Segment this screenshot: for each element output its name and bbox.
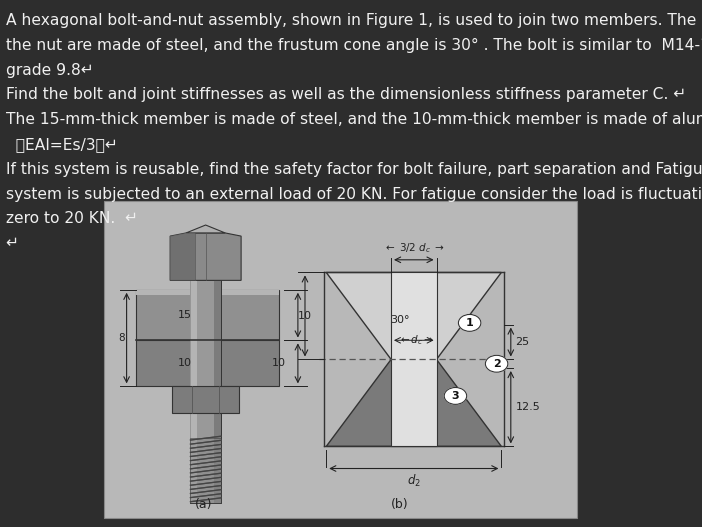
Text: 1: 1 [465, 318, 474, 328]
Text: 10: 10 [178, 358, 192, 368]
Text: 10: 10 [298, 311, 312, 321]
Text: system is subjected to an external load of 20 KN. For fatigue consider the load : system is subjected to an external load … [6, 187, 702, 201]
Text: the nut are made of steel, and the frustum cone angle is 30° . The bolt is simil: the nut are made of steel, and the frust… [6, 38, 702, 53]
Text: If this system is reusable, find the safety factor for bolt failure, part separa: If this system is reusable, find the saf… [6, 162, 702, 177]
Text: $\leftarrow$$d_c$$\rightarrow$: $\leftarrow$$d_c$$\rightarrow$ [398, 334, 434, 347]
Polygon shape [136, 290, 279, 295]
FancyBboxPatch shape [104, 201, 577, 518]
Polygon shape [136, 340, 279, 386]
Polygon shape [170, 233, 195, 280]
Text: $d_2$: $d_2$ [407, 473, 420, 490]
Text: ↵: ↵ [6, 236, 19, 251]
Text: The 15-mm-thick member is made of steel, and the 10-mm-thick member is made of a: The 15-mm-thick member is made of steel,… [6, 112, 702, 127]
Polygon shape [391, 272, 437, 446]
Text: 10: 10 [272, 358, 286, 368]
Text: (b): (b) [391, 499, 409, 511]
Polygon shape [326, 272, 501, 359]
Polygon shape [214, 280, 220, 503]
Polygon shape [172, 386, 239, 413]
Text: zero to 20 KN.  ↵: zero to 20 KN. ↵ [6, 211, 138, 226]
Text: Find the bolt and joint stiffnesses as well as the dimensionless stiffness param: Find the bolt and joint stiffnesses as w… [6, 87, 686, 102]
Text: A hexagonal bolt-and-nut assembly, shown in Figure 1, is used to join two member: A hexagonal bolt-and-nut assembly, shown… [6, 13, 702, 28]
Circle shape [444, 387, 467, 404]
Polygon shape [190, 280, 220, 503]
Text: 8: 8 [119, 333, 125, 343]
Polygon shape [136, 290, 279, 340]
Polygon shape [326, 359, 501, 446]
Polygon shape [190, 438, 220, 503]
Circle shape [485, 355, 508, 372]
Text: grade 9.8↵: grade 9.8↵ [6, 63, 93, 77]
Text: (a): (a) [194, 499, 212, 511]
Polygon shape [190, 280, 197, 503]
Circle shape [458, 315, 481, 331]
Text: 15: 15 [178, 310, 192, 320]
Text: $\leftarrow$ 3/2 $d_c$ $\rightarrow$: $\leftarrow$ 3/2 $d_c$ $\rightarrow$ [383, 241, 445, 255]
Polygon shape [186, 225, 225, 233]
Text: 25: 25 [515, 337, 530, 347]
Text: （EAl=Es/3）↵: （EAl=Es/3）↵ [6, 137, 117, 152]
Text: 2: 2 [493, 359, 501, 369]
Polygon shape [170, 233, 241, 280]
Text: 3: 3 [451, 391, 459, 401]
Text: 12.5: 12.5 [515, 402, 541, 412]
Text: 30°: 30° [390, 315, 409, 325]
